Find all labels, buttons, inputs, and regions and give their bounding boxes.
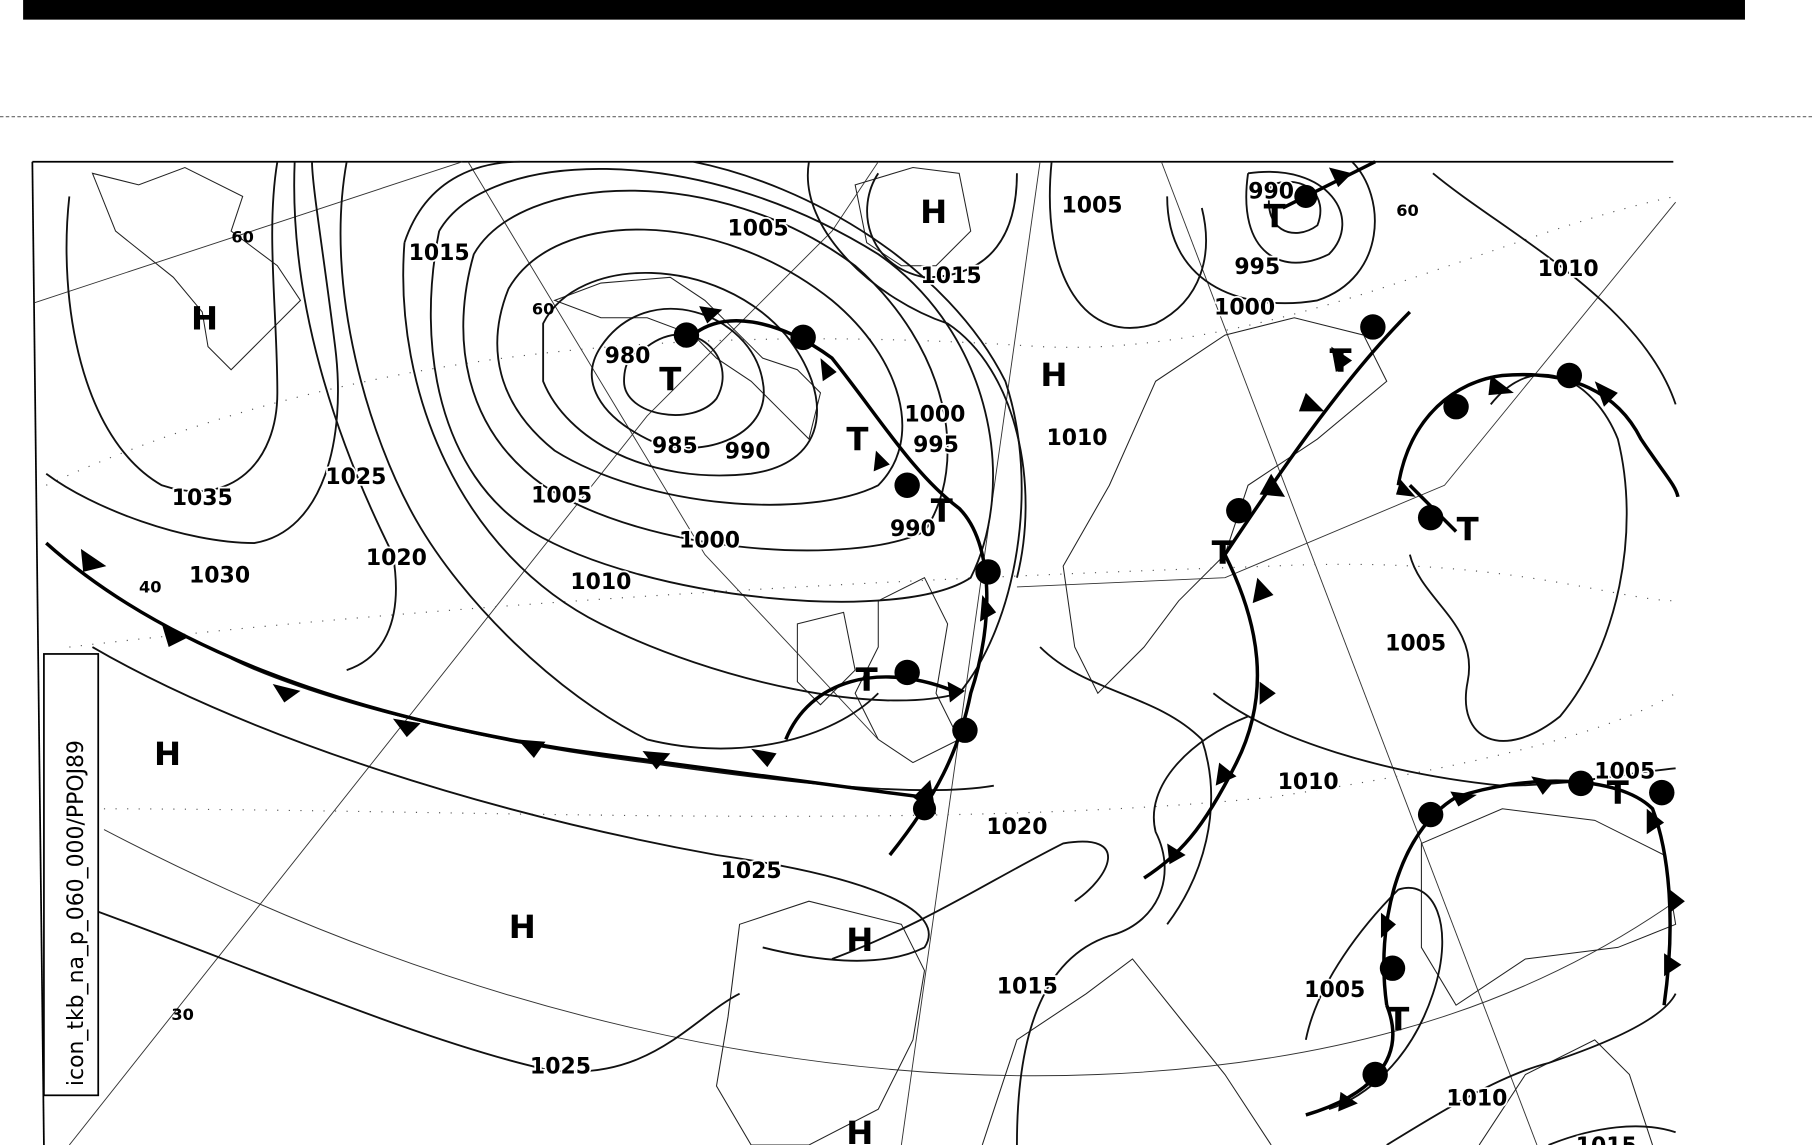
map-id-box: icon_tkb_na_p_060_000/PPOJ89 bbox=[43, 653, 100, 1097]
high-pressure-marker: H bbox=[509, 908, 536, 946]
isobar-label: 990 bbox=[1248, 180, 1294, 205]
isobar-label: 1020 bbox=[986, 815, 1047, 840]
latitude-label: 30 bbox=[171, 1005, 193, 1024]
latitude-label: 60 bbox=[1396, 201, 1418, 220]
isobar-label: 1005 bbox=[531, 484, 592, 509]
isobar-label: 1025 bbox=[721, 859, 782, 884]
warm-front-britain bbox=[784, 675, 960, 741]
low-pressure-marker: T bbox=[1329, 342, 1351, 380]
high-pressure-marker: H bbox=[846, 1114, 873, 1145]
isobar-label: 1035 bbox=[172, 486, 233, 511]
map-frame-left bbox=[31, 161, 45, 1145]
coastlines bbox=[91, 166, 1677, 1145]
latitude-label: 40 bbox=[139, 578, 161, 597]
isobar-label: 1010 bbox=[570, 570, 631, 595]
map-id-label: icon_tkb_na_p_060_000/PPOJ89 bbox=[64, 740, 89, 1086]
isobar-label: 990 bbox=[890, 517, 936, 542]
isobar-label: 1010 bbox=[1278, 770, 1339, 795]
isobar-label: 1030 bbox=[189, 563, 250, 588]
isobar-label: 1000 bbox=[1214, 295, 1275, 320]
pressure-centers: H H H H H H H T T T T T T T T T T bbox=[154, 193, 1629, 1145]
isobar-label: 1020 bbox=[366, 546, 427, 571]
low-pressure-marker: T bbox=[1457, 511, 1479, 549]
high-pressure-marker: H bbox=[154, 735, 181, 773]
isobar-label: 990 bbox=[725, 440, 771, 465]
isobars bbox=[45, 160, 1677, 1145]
high-pressure-marker: H bbox=[1040, 356, 1067, 394]
low-pressure-marker: T bbox=[1607, 774, 1629, 812]
isobar-label: 1015 bbox=[1576, 1134, 1637, 1145]
isobar-label: 995 bbox=[913, 433, 959, 458]
low-pressure-marker: T bbox=[856, 661, 878, 699]
latitude-labels: 60 60 60 40 30 bbox=[139, 201, 1419, 1024]
isobar-labels: 1005 1015 980 985 990 1005 1000 1010 103… bbox=[170, 178, 1657, 1145]
low-pressure-marker: T bbox=[1387, 1001, 1409, 1039]
isobar-label: 1005 bbox=[1304, 978, 1365, 1003]
isobar-label: 980 bbox=[605, 344, 651, 369]
occluded-front-east bbox=[1396, 372, 1680, 533]
isobar-label: 1015 bbox=[997, 975, 1058, 1000]
low-pressure-marker: T bbox=[931, 492, 953, 530]
high-pressure-marker: H bbox=[920, 193, 947, 231]
isobar-label: 995 bbox=[1234, 255, 1280, 280]
high-pressure-marker: H bbox=[846, 921, 873, 959]
latitude-label: 60 bbox=[532, 299, 554, 318]
high-pressure-marker: H bbox=[191, 299, 218, 337]
isobar-label: 1000 bbox=[679, 529, 740, 554]
graticule bbox=[34, 161, 1676, 1145]
isobar-label: 1005 bbox=[1385, 631, 1446, 656]
low-pressure-marker: T bbox=[659, 361, 681, 399]
isobar-label: 1025 bbox=[325, 465, 386, 490]
isobar-label: 1010 bbox=[1046, 426, 1107, 451]
cold-front-baltic bbox=[1143, 310, 1412, 880]
isobar-label: 1010 bbox=[1538, 257, 1599, 282]
header-bar bbox=[23, 0, 1745, 20]
isobar-label: 1015 bbox=[409, 241, 470, 266]
isobar-label: 1015 bbox=[921, 264, 982, 289]
low-pressure-marker: T bbox=[846, 421, 868, 459]
isobar-label: 1025 bbox=[530, 1054, 591, 1079]
isobar-label: 1000 bbox=[904, 403, 965, 428]
latitude-label: 60 bbox=[231, 228, 253, 247]
low-pressure-marker: T bbox=[1264, 198, 1286, 236]
fronts bbox=[45, 160, 1685, 1117]
isobar-label: 1010 bbox=[1446, 1087, 1507, 1112]
isobar-label: 985 bbox=[652, 434, 698, 459]
low-pressure-marker: T bbox=[1212, 534, 1234, 572]
isobar-label: 1005 bbox=[1594, 760, 1655, 785]
isobar-label: 1005 bbox=[1062, 194, 1123, 219]
isobar-label: 1005 bbox=[728, 217, 789, 242]
